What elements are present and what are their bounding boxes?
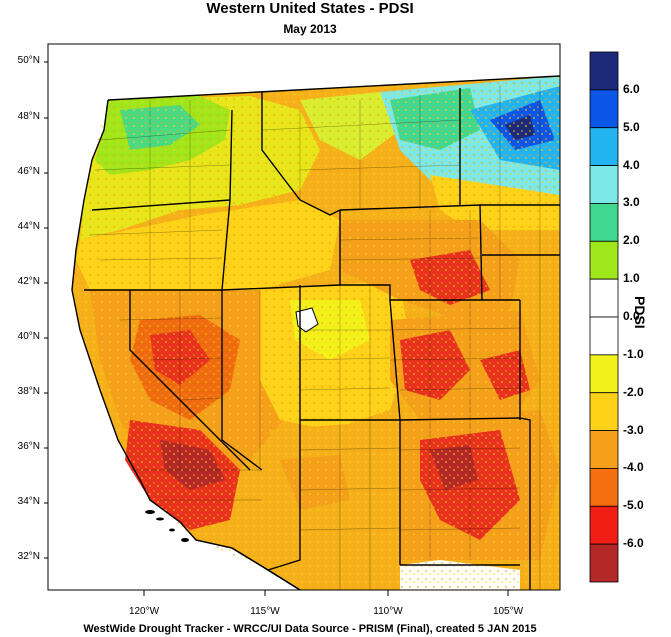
legend-swatch	[589, 430, 619, 469]
lat-label-46: 46°N	[17, 166, 40, 177]
mexico-border	[195, 539, 301, 590]
legend-swatch	[589, 392, 619, 431]
legend-tick-label: 5.0	[623, 119, 640, 134]
legend-tick-label: 6.0	[623, 81, 640, 96]
canada-border	[107, 75, 560, 101]
legend-title: PDSI	[632, 296, 648, 329]
legend-swatch	[589, 316, 619, 356]
lon-label-105: 105°W	[492, 606, 524, 617]
legend-swatch	[589, 468, 619, 507]
lat-label-44: 44°N	[17, 221, 40, 232]
lat-label-34: 34°N	[17, 496, 40, 507]
legend-swatch	[589, 51, 619, 91]
lat-label-48: 48°N	[17, 111, 40, 122]
legend-tick-label: -2.0	[623, 384, 644, 399]
lat-label-36: 36°N	[17, 441, 40, 452]
legend-tick-label: -5.0	[623, 498, 644, 513]
lon-label-110: 110°W	[373, 606, 403, 617]
map-frame	[47, 43, 561, 591]
footer-credit: WestWide Drought Tracker - WRCC/UI Data …	[83, 623, 537, 635]
legend-tick-label: 3.0	[623, 195, 640, 210]
lat-label-38: 38°N	[17, 386, 40, 397]
legend-swatch	[589, 127, 619, 166]
great-salt-lake	[295, 307, 319, 333]
lon-label-120: 120°W	[128, 606, 160, 617]
legend-tick-label: 2.0	[623, 233, 640, 248]
legend-swatch	[589, 240, 619, 280]
legend-swatch	[589, 354, 619, 394]
map-subtitle: May 2013	[283, 22, 337, 36]
legend-tick-label: -4.0	[623, 460, 644, 475]
legend-tick-label: -1.0	[623, 346, 644, 361]
channel-islands	[145, 510, 189, 542]
legend-tick-label: -6.0	[623, 536, 644, 551]
legend-swatch	[589, 89, 619, 129]
lon-label-115: 115°W	[250, 606, 280, 617]
legend-tick-label: 4.0	[623, 157, 640, 172]
map-title: Western United States - PDSI	[206, 0, 414, 17]
legend-tick-label: 1.0	[623, 271, 640, 286]
lat-label-32: 32°N	[17, 551, 40, 562]
legend-colorbar	[589, 51, 619, 583]
lat-label-40: 40°N	[17, 331, 40, 342]
legend-tick-label: -3.0	[623, 422, 644, 437]
legend-swatch	[589, 543, 619, 583]
legend-swatch	[589, 165, 619, 204]
legend-swatch	[589, 203, 619, 242]
legend-swatch	[589, 505, 619, 545]
lat-label-42: 42°N	[17, 276, 40, 287]
legend-tick-label: 0.0	[623, 309, 640, 323]
legend-swatch	[589, 278, 619, 318]
county-boundaries	[89, 80, 541, 590]
lat-label-50: 50°N	[17, 55, 40, 66]
